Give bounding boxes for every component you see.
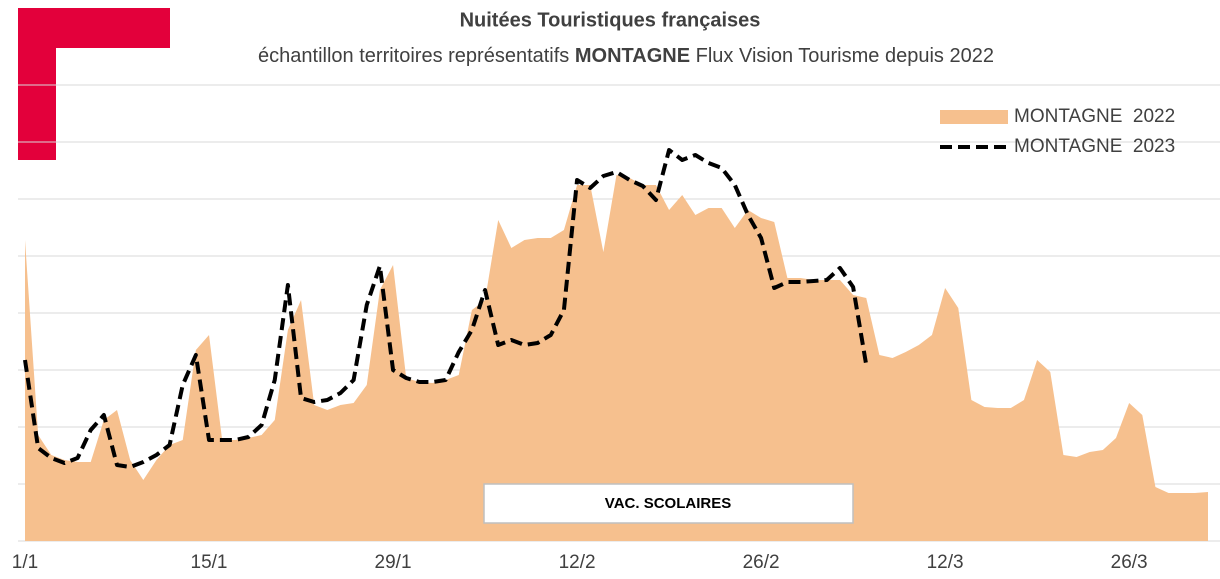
x-tick-label: 1/1 [12,552,38,573]
subtitle-part: échantillon territoires représentatifs [258,45,569,67]
annotation: VAC. SCOLAIRES [605,495,731,512]
x-axis: 1/1 15/1 29/1 12/2 26/2 12/3 26/3 [12,552,1148,573]
legend-label: MONTAGNE 2023 [1014,136,1175,157]
line [23,148,869,469]
x-tick-label: 26/3 [1111,552,1148,573]
chart-subtitle: échantillon territoires représentatifs M… [258,45,994,67]
x-tick-label: 12/2 [559,552,596,573]
area [25,175,1208,541]
legend: MONTAGNE 2022 MONTAGNE 2023 [940,106,1175,157]
legend-label: MONTAGNE 2022 [1014,106,1175,127]
x-tick-label: 15/1 [191,552,228,573]
logo [18,8,170,160]
annotation-box [483,483,854,524]
x-tick-label: 29/1 [375,552,412,573]
plot [23,148,1208,541]
chart-title: Nuitées Touristiques françaises [460,9,761,31]
x-tick-label: 12/3 [927,552,964,573]
legend-swatch [940,110,1008,124]
logo-bar [18,8,56,160]
subtitle-part: MONTAGNE [575,45,690,67]
subtitle-part: Flux Vision Tourisme depuis 2022 [696,45,994,67]
x-tick-label: 26/2 [743,552,780,573]
